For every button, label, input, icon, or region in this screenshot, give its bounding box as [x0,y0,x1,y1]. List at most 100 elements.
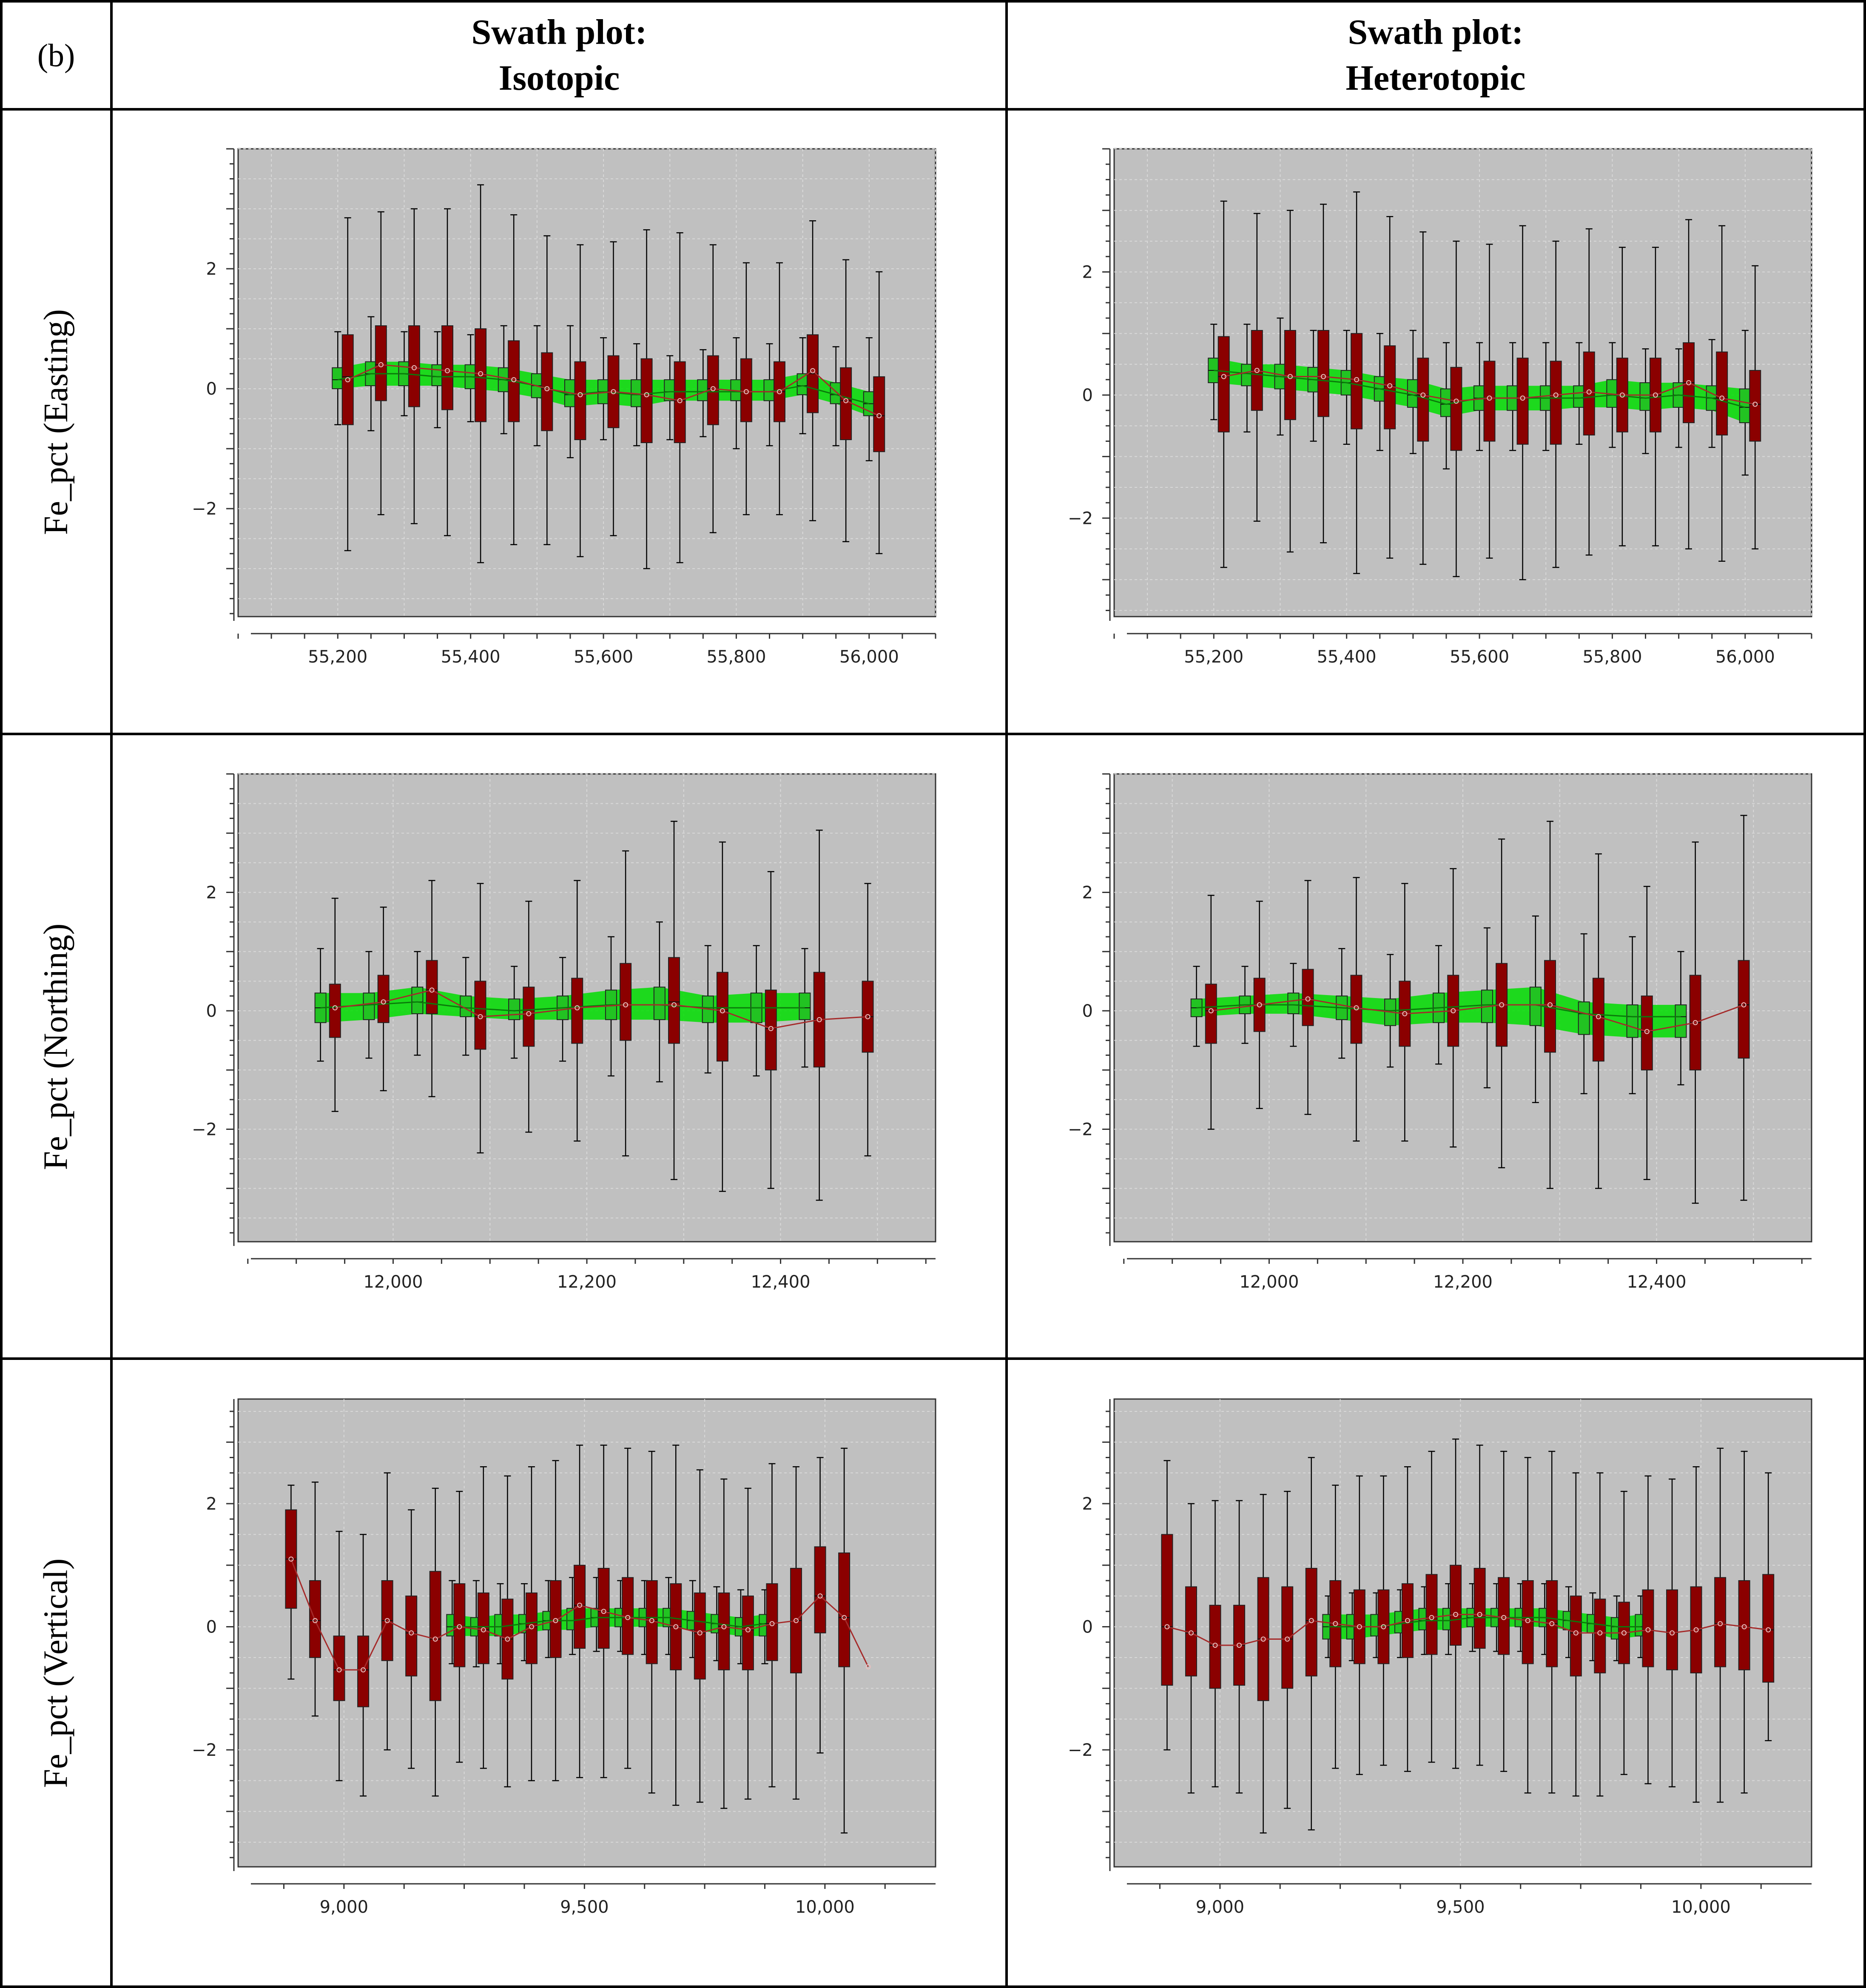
y-tick-label: 2 [206,259,217,279]
observed-box [571,880,583,1142]
axes [226,773,936,1264]
row-label-easting: Fe_pct (Easting) [3,111,109,733]
mean-marker [1420,392,1426,398]
box [1762,1574,1775,1683]
y-tick-label: −2 [192,1741,217,1760]
observed-box [1425,1450,1438,1763]
mean-marker [1692,1020,1698,1025]
plot-area [237,1398,936,1868]
mean-marker [432,1636,438,1642]
column-header-isotopic: Swath plot: Isotopic [113,3,1006,108]
observed-box [716,841,728,1192]
mean-marker [1237,1642,1242,1648]
box [1570,1596,1582,1677]
observed-box [1450,1438,1462,1769]
box [1522,1580,1534,1664]
mean-marker [1686,380,1692,385]
mean-marker [1547,1002,1553,1008]
simulated-box [1241,324,1253,433]
mean-marker [1693,1627,1699,1632]
box [1425,1574,1438,1655]
observed-box [1666,1478,1678,1788]
x-tick-label: 9,000 [1196,1897,1245,1917]
mean-marker [1597,1630,1603,1635]
box [377,975,390,1023]
observed-box [740,262,752,515]
mean-marker [312,1618,318,1624]
observed-box [426,880,438,1098]
observed-box [381,1472,393,1751]
mean-marker [345,377,350,382]
mean-marker [677,398,683,404]
x-tick-label: 55,200 [1184,647,1243,667]
mean-marker [1381,1624,1386,1630]
mean-marker [478,1014,483,1019]
observed-box [1714,1448,1727,1803]
observed-box [377,907,390,1092]
mean-marker [623,1002,629,1008]
box [1626,1004,1638,1038]
mean-marker [1487,395,1492,401]
simulated-box [411,951,424,1056]
box [718,1592,730,1670]
mean-marker [794,1618,799,1624]
mean-marker [1453,1612,1459,1617]
box [814,1546,826,1633]
box [1738,1580,1750,1670]
observed-box [1522,1457,1534,1794]
box [1642,1589,1654,1667]
mean-marker [810,368,816,373]
box [838,1552,851,1667]
box [1749,370,1761,442]
y-tick-label: 0 [1082,1001,1093,1021]
mean-marker [710,386,716,392]
box [357,1635,370,1707]
mean-marker [1321,374,1326,379]
mean-marker [1164,1624,1170,1630]
box [1305,1568,1317,1677]
box [674,361,686,444]
mean-marker [1645,1627,1651,1632]
box [653,987,666,1020]
mean-marker [288,1556,294,1562]
box [1281,1586,1294,1689]
observed-box [285,1485,297,1680]
box [716,972,728,1062]
box [740,358,752,422]
mean-marker [1260,1636,1266,1642]
mean-marker [777,389,782,395]
box [1407,379,1419,408]
observed-box [405,1509,418,1769]
simulated-median-line [452,1617,765,1628]
box [1450,1564,1462,1646]
mean-marker [577,1602,583,1608]
mean-marker [544,386,550,392]
swath-plot-easting-heterotopic: −2 0 2 55,200 55,400 55,600 55,800 56,000 [1068,148,1812,667]
box [475,328,487,422]
observed-box [694,1469,706,1803]
x-tick-label: 55,400 [1317,647,1377,667]
swath-plot-northing-heterotopic: −2 0 2 12,000 12,200 12,400 [1068,773,1812,1292]
mean-marker [769,1621,775,1627]
x-tick-label: 55,600 [574,647,633,667]
box [477,1592,489,1664]
mean-marker [673,1624,679,1630]
observed-box [814,1457,826,1754]
box [574,361,586,440]
box [541,352,553,431]
box [523,987,535,1047]
box [1473,1568,1486,1649]
observed-box [541,235,553,546]
box [1675,1004,1687,1038]
mean-marker [816,1017,822,1022]
box [1217,336,1230,432]
mean-marker [575,1005,580,1010]
mean-marker [378,362,384,367]
y-tick-label: 2 [1082,262,1093,282]
box [1714,1577,1727,1667]
box [763,379,776,401]
column-header-line1: Swath plot: [471,12,647,52]
observed-box [766,1463,778,1788]
observed-box [441,208,453,536]
mean-marker [1212,1642,1218,1648]
